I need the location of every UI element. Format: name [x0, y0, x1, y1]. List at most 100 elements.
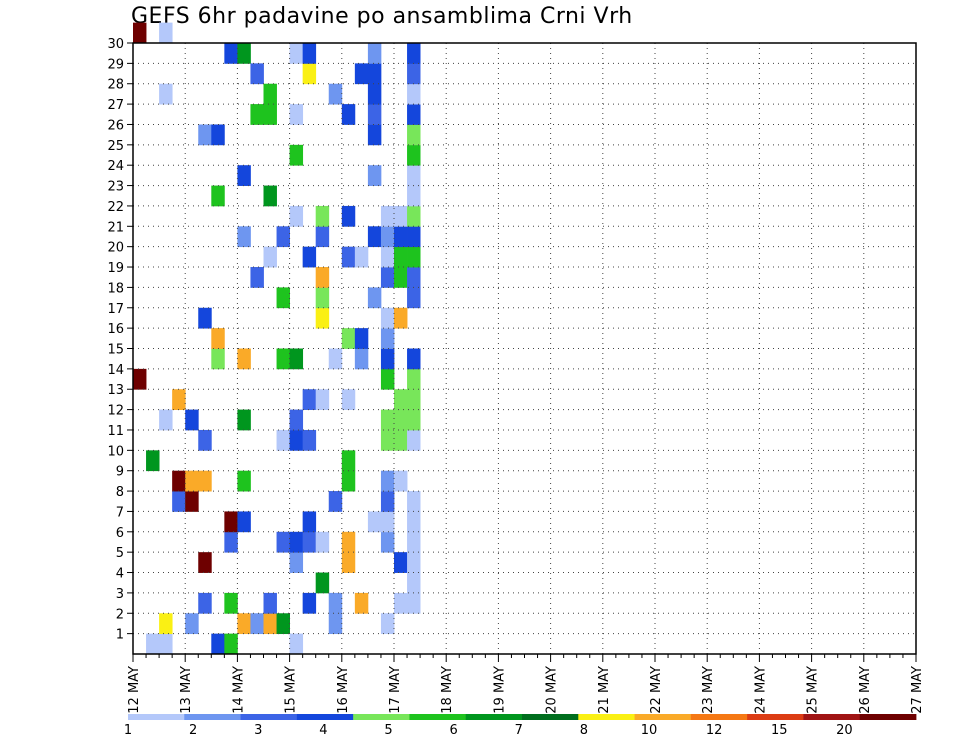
heatmap-cell: [354, 246, 369, 268]
heatmap-cell: [407, 531, 421, 553]
colorbar-label: 15: [771, 723, 788, 738]
heatmap-cell: [315, 389, 330, 410]
colorbar-swatch: [634, 714, 692, 720]
heatmap-cell: [211, 328, 225, 349]
heatmap-cell: [367, 165, 382, 186]
heatmap-cell: [380, 531, 395, 553]
heatmap-cell: [407, 267, 421, 288]
heatmap-cell: [354, 328, 369, 349]
heatmap-cell: [367, 104, 382, 125]
y-tick-label: 6: [116, 526, 124, 541]
heatmap-cell: [263, 185, 277, 207]
heatmap-cell: [380, 205, 395, 227]
heatmap-cell: [302, 429, 317, 451]
heatmap-cell: [367, 511, 382, 533]
heatmap-cell: [237, 511, 251, 533]
heatmap-cell: [289, 531, 304, 553]
x-tick-label: 24 MAY: [753, 666, 768, 714]
heatmap-cell: [341, 328, 356, 349]
y-tick-label: 16: [107, 322, 124, 337]
heatmap-cell: [367, 226, 382, 248]
heatmap-cell: [394, 552, 408, 573]
colorbar-swatch: [128, 714, 185, 720]
heatmap-cell: [185, 491, 199, 512]
heatmap-cell: [407, 43, 421, 64]
heatmap-cell: [407, 592, 421, 614]
heatmap-cell: [380, 348, 395, 370]
colorbar-label: 20: [836, 723, 853, 738]
heatmap-cell: [394, 267, 408, 288]
y-tick-label: 7: [116, 505, 124, 520]
heatmap-cell: [211, 124, 225, 146]
colorbar-swatch: [803, 714, 861, 720]
x-tick-label: 13 MAY: [179, 666, 194, 714]
heatmap-cell: [289, 348, 304, 370]
colorbar-swatch: [296, 714, 354, 720]
x-tick-label: 16 MAY: [336, 666, 351, 714]
colorbar-swatch: [578, 714, 635, 720]
heatmap-cell: [198, 307, 212, 329]
heatmap-cell: [276, 429, 290, 451]
colorbar-label: 12: [706, 723, 723, 738]
y-axis: 1234567891011121314151617181920212223242…: [107, 37, 133, 643]
heatmap-cell: [407, 409, 421, 431]
x-tick-label: 12 MAY: [127, 666, 142, 714]
heatmap-cell: [250, 63, 264, 85]
heatmap-cell: [302, 246, 317, 268]
heatmap-cell: [302, 531, 317, 553]
heatmap-cell: [185, 613, 199, 635]
heatmap-cell: [367, 63, 382, 85]
heatmap-cell: [354, 348, 369, 370]
heatmap-cell: [250, 267, 264, 288]
heatmap-cell: [302, 43, 317, 64]
heatmap-cell: [328, 592, 343, 614]
heatmap-cell: [250, 613, 264, 635]
y-tick-label: 11: [107, 424, 124, 439]
x-tick-label: 15 MAY: [284, 666, 299, 714]
x-tick-label: 22 MAY: [649, 666, 664, 714]
heatmap-cell: [198, 592, 212, 614]
heatmap-cell: [341, 389, 356, 410]
heatmap-cell: [394, 307, 408, 329]
y-tick-label: 5: [116, 546, 124, 561]
heatmap-cell: [237, 613, 251, 635]
heatmap-cell: [380, 368, 395, 390]
colorbar-swatch: [859, 714, 917, 720]
heatmap-cell: [367, 83, 382, 105]
heatmap-cell: [407, 124, 421, 146]
heatmap-cell: [407, 205, 421, 227]
heatmap-cell: [315, 572, 330, 594]
heatmap-cell: [172, 389, 186, 410]
y-tick-label: 25: [107, 139, 124, 154]
heatmap-cell: [407, 287, 421, 309]
heatmap-cell: [341, 205, 356, 227]
heatmap-cell: [315, 307, 330, 329]
heatmap-cell: [276, 531, 290, 553]
heatmap-cell: [159, 22, 173, 44]
colorbar: 1 2 3 4 5 6 7 8 10 12 15 20: [124, 714, 917, 738]
heatmap-cell: [302, 592, 317, 614]
colorbar-label: 5: [384, 723, 392, 738]
heatmap-cell: [159, 409, 173, 431]
heatmap-cell: [380, 491, 395, 512]
heatmap-cell: [198, 124, 212, 146]
heatmap-cell: [407, 368, 421, 390]
heatmap-cell: [394, 226, 408, 248]
heatmap-cell: [237, 226, 251, 248]
heatmap-cell: [263, 613, 277, 635]
heatmap-cell: [237, 165, 251, 186]
heatmap-cell: [159, 613, 173, 635]
heatmap-cell: [133, 22, 147, 44]
y-tick-label: 14: [107, 363, 124, 378]
heatmap-cell: [380, 246, 395, 268]
heatmap-cell: [159, 83, 173, 105]
colorbar-swatch: [353, 714, 410, 720]
colorbar-label: 8: [580, 723, 588, 738]
colorbar-swatch: [465, 714, 523, 720]
y-tick-label: 15: [107, 343, 124, 358]
heatmap-cell: [211, 185, 225, 207]
heatmap-cell: [211, 348, 225, 370]
y-tick-label: 22: [107, 200, 124, 215]
heatmap-cell: [289, 409, 304, 431]
heatmap-cells: [133, 22, 421, 655]
